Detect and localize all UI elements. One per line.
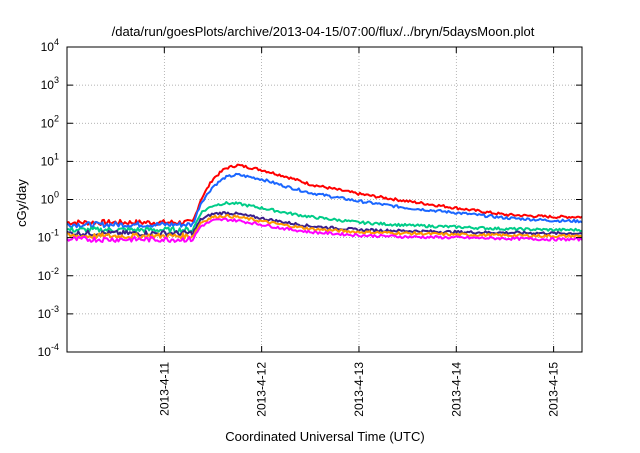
y-tick-label: 103 xyxy=(41,75,59,92)
y-tick-label: 10-4 xyxy=(38,342,59,359)
y-tick-label: 10-3 xyxy=(38,304,59,321)
y-tick-label: 104 xyxy=(41,37,59,54)
y-tick-label: 10-2 xyxy=(38,266,59,283)
plot-frame xyxy=(66,46,583,353)
chart-title: /data/run/goesPlots/archive/2013-04-15/0… xyxy=(112,24,535,39)
x-tick-label: 2013-4-15 xyxy=(547,362,561,417)
series-line xyxy=(66,217,583,243)
x-tick-label: 2013-4-11 xyxy=(157,362,171,416)
series-line xyxy=(66,213,583,240)
grid-lines xyxy=(67,47,582,352)
axes xyxy=(66,46,583,353)
x-tick-label: 2013-4-13 xyxy=(352,362,366,417)
y-tick-label: 102 xyxy=(41,113,59,130)
series-line xyxy=(66,201,583,234)
x-axis-label: Coordinated Universal Time (UTC) xyxy=(225,429,424,444)
x-tick-label: 2013-4-12 xyxy=(255,362,269,417)
y-tick-labels: 10-4 10-3 10-2 10-1 100 101 102 103 104 xyxy=(38,37,59,359)
series-line xyxy=(66,163,583,226)
series-layer xyxy=(66,163,583,243)
x-tick-label: 2013-4-14 xyxy=(449,362,463,417)
y-tick-label: 10-1 xyxy=(38,228,59,245)
x-tick-labels: 2013-4-11 2013-4-12 2013-4-13 2013-4-14 2013… xyxy=(157,362,560,417)
y-tick-label: 100 xyxy=(41,190,59,207)
y-tick-label: 101 xyxy=(41,151,59,168)
y-axis-label: cGy/day xyxy=(14,179,29,227)
series-line xyxy=(66,172,583,229)
